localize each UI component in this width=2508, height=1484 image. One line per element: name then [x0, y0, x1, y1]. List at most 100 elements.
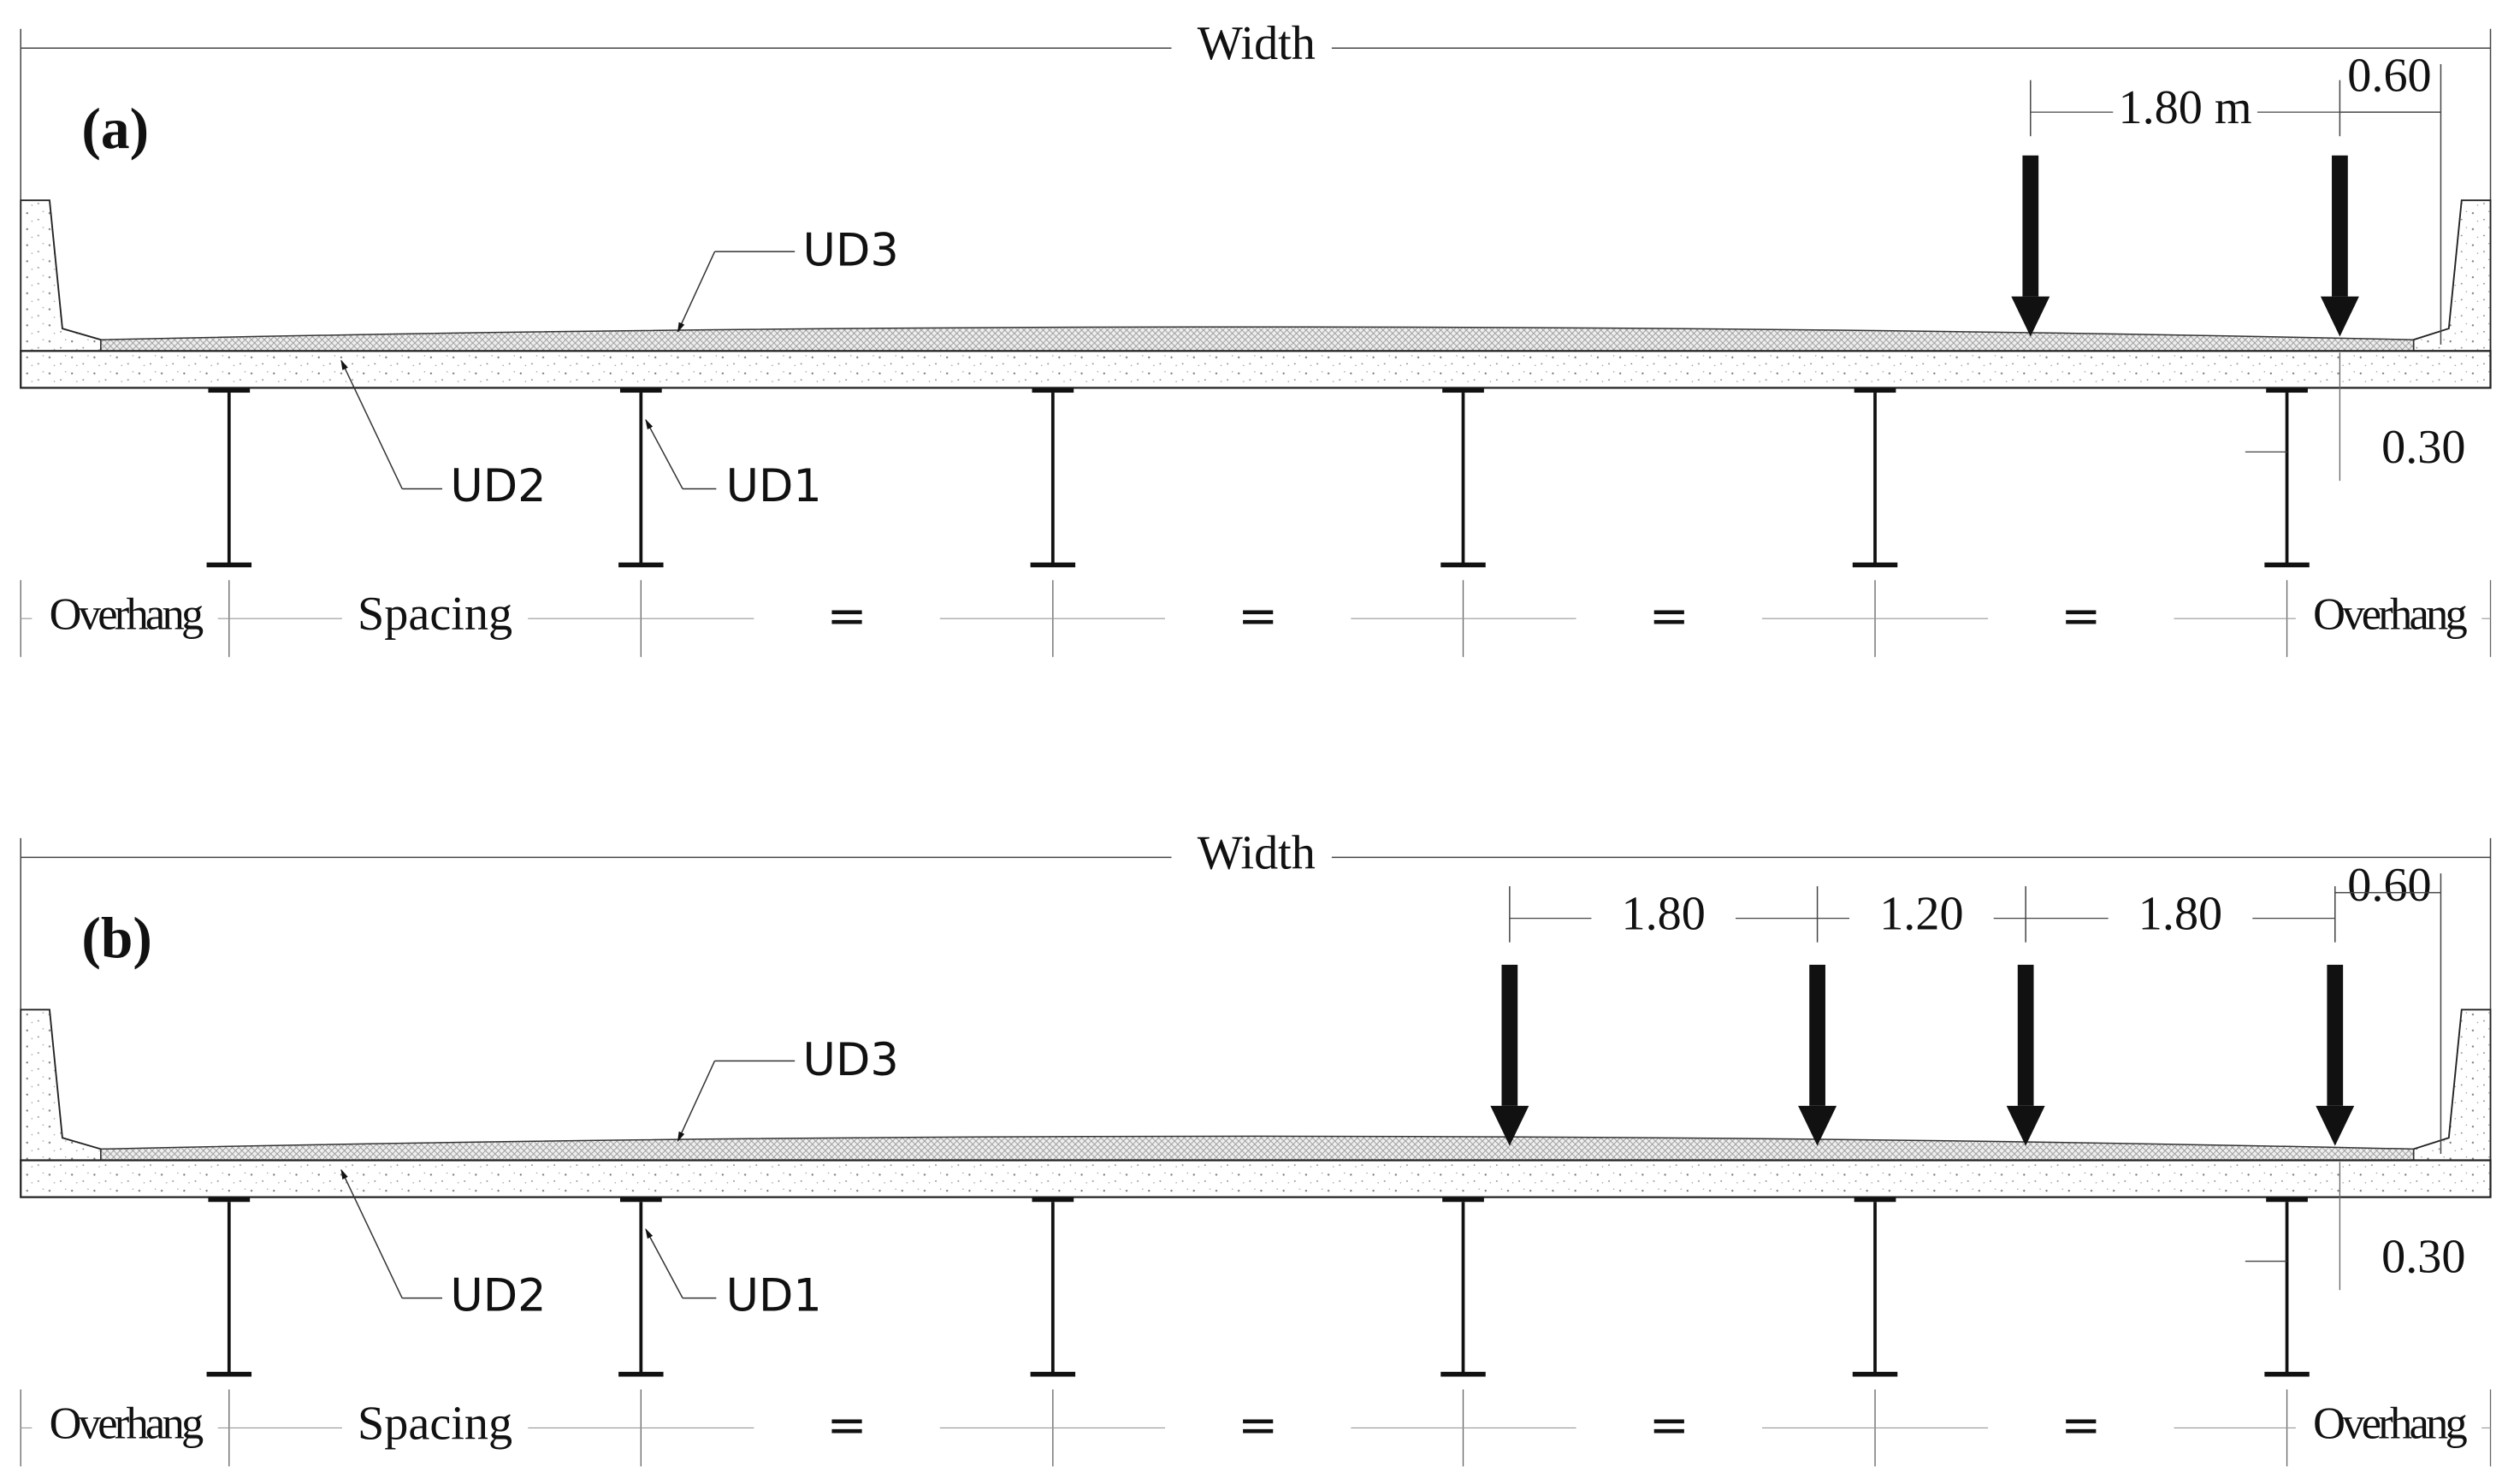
spacing-label: = — [1238, 1398, 1278, 1453]
girder-web — [1050, 393, 1055, 565]
load-arrow-head — [2320, 296, 2359, 337]
spacing-label: Spacing — [358, 1397, 512, 1450]
load-arrow-head — [2011, 296, 2050, 337]
girder-flange — [2264, 1371, 2310, 1377]
load-arrow-shaft — [2022, 155, 2039, 297]
callout-leader — [340, 1168, 403, 1298]
panel-label: (a) — [81, 97, 149, 161]
load-arrow-shaft — [1809, 964, 1825, 1106]
spacing-label: = — [2061, 588, 2101, 644]
girder-web — [639, 393, 643, 565]
wearing-surface — [100, 1135, 2415, 1162]
girder-web — [227, 1202, 231, 1374]
deck-slab — [20, 350, 2492, 389]
load-arrow-head — [2006, 1105, 2045, 1146]
girder-flange — [618, 1371, 664, 1377]
girder-flange — [2266, 387, 2308, 393]
label-bg — [1849, 892, 1994, 944]
callout-leader — [677, 251, 716, 333]
girder-flange — [206, 1371, 252, 1377]
callout: UD1 — [726, 1269, 822, 1321]
label-bg — [1591, 892, 1736, 944]
girder-flange — [1440, 562, 1486, 568]
callout-leader — [677, 1061, 716, 1143]
load-arrow-shaft — [2017, 964, 2034, 1106]
barrier — [2412, 199, 2492, 352]
girder-flange — [206, 562, 252, 568]
edge-distance: 0.60 — [2347, 859, 2431, 912]
spacing-label: = — [1649, 588, 1689, 644]
spacing-label: Overhang — [2313, 1398, 2467, 1448]
load-arrow-shaft — [2332, 155, 2348, 297]
label-bg — [2113, 86, 2257, 139]
load-arrow-shaft — [1501, 964, 1518, 1106]
girder-web — [2285, 1202, 2289, 1374]
girder-flange — [1852, 562, 1898, 568]
wearing-surface — [100, 326, 2415, 352]
barrier — [20, 1008, 102, 1162]
spacing-label: = — [827, 1398, 867, 1453]
girder-height: 0.30 — [2381, 1230, 2465, 1283]
girder-web — [1873, 1202, 1877, 1374]
load-spacing: 1.80 — [2138, 887, 2222, 940]
barrier — [2412, 1008, 2492, 1162]
label-bg — [2295, 1402, 2482, 1454]
edge-distance: 0.60 — [2347, 50, 2431, 103]
label-bg — [341, 1402, 529, 1454]
label-bg — [32, 593, 218, 645]
label-bg — [2108, 892, 2253, 944]
girder-flange — [1442, 1197, 1484, 1203]
callout: UD2 — [450, 460, 546, 512]
label-bg — [341, 593, 529, 645]
callout-leader — [645, 418, 683, 489]
label-bg — [1576, 1402, 1762, 1454]
girder-web — [1050, 1202, 1055, 1374]
girder-flange — [1030, 1371, 1076, 1377]
deck-slab — [20, 1159, 2492, 1198]
girder-web — [1461, 1202, 1465, 1374]
callout: UD1 — [726, 460, 822, 512]
dimension-label: Width — [1198, 17, 1316, 70]
load-arrow-head — [1798, 1105, 1837, 1146]
load-arrow-shaft — [2327, 964, 2344, 1106]
girder-flange — [1032, 1197, 1074, 1203]
girder-flange — [1854, 1197, 1896, 1203]
girder-web — [1873, 393, 1877, 565]
spacing-label: = — [1649, 1398, 1689, 1453]
girder-flange — [208, 387, 251, 393]
girder-flange — [1032, 387, 1074, 393]
girder-web — [2285, 393, 2289, 565]
spacing-label: Spacing — [358, 588, 512, 641]
panel-label: (b) — [81, 906, 151, 970]
girder-flange — [1440, 1371, 1486, 1377]
girder-flange — [1854, 387, 1896, 393]
label-bg — [1988, 1402, 2174, 1454]
callout-leader — [340, 359, 403, 489]
callout: UD3 — [803, 1034, 899, 1086]
load-spacing: 1.20 — [1879, 887, 1963, 940]
girder-flange — [619, 387, 662, 393]
girder-flange — [1030, 562, 1076, 568]
load-spacing: 1.80 — [1622, 887, 1706, 940]
girder-height: 0.30 — [2381, 421, 2465, 474]
callout-leader — [645, 1228, 683, 1299]
girder-flange — [1852, 1371, 1898, 1377]
label-bg — [32, 1402, 218, 1454]
dimension-label: Width — [1198, 826, 1316, 879]
label-bg — [1988, 593, 2174, 645]
load-arrow-head — [1490, 1105, 1529, 1146]
label-bg — [754, 1402, 940, 1454]
girder-web — [639, 1202, 643, 1374]
girder-flange — [619, 1197, 662, 1203]
label-bg — [1576, 593, 1762, 645]
label-bg — [1165, 593, 1352, 645]
load-arrow-head — [2316, 1105, 2355, 1146]
barrier — [20, 199, 102, 352]
girder-flange — [1442, 387, 1484, 393]
spacing-label: Overhang — [2313, 589, 2467, 639]
girder-flange — [208, 1197, 251, 1203]
spacing-label: = — [2061, 1398, 2101, 1453]
callout: UD3 — [803, 225, 899, 277]
spacing-label: = — [1238, 588, 1278, 644]
